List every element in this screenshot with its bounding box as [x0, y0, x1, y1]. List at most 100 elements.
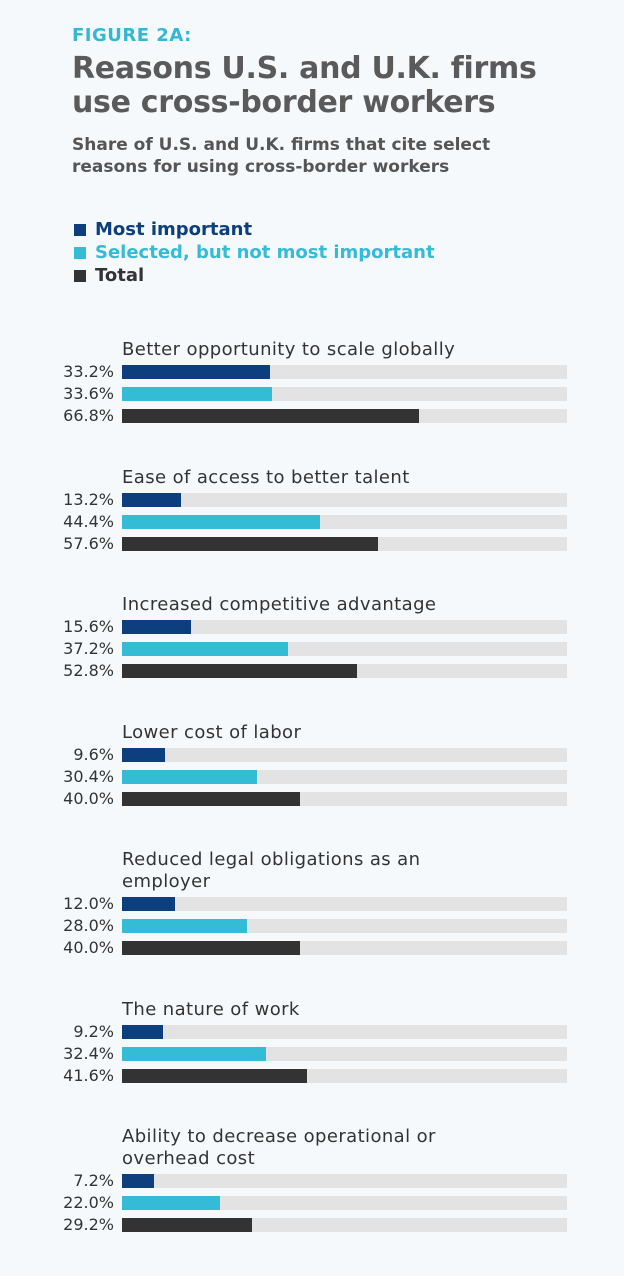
category-label: Increased competitive advantage: [122, 594, 437, 615]
bar: [122, 1068, 308, 1083]
category-label: Better opportunity to scale globally: [122, 339, 456, 360]
bar-track: [122, 1068, 567, 1083]
value-label: 15.6%: [63, 617, 114, 636]
bar-track: [122, 791, 567, 806]
bar: [122, 387, 272, 401]
bar-row: 33.6%: [0, 383, 624, 405]
value-label: 40.0%: [63, 938, 114, 957]
category-label: Ease of access to better talent: [122, 466, 410, 488]
legend: Most important Selected, but not most imp…: [74, 218, 435, 287]
bar-row: 22.0%: [0, 1192, 624, 1214]
chart-title: Reasons U.S. and U.K. firms use cross-bo…: [72, 51, 537, 120]
legend-swatch: [74, 269, 86, 282]
legend-label: Most important: [95, 219, 253, 240]
header: FIGURE 2A: Reasons U.S. and U.K. firms u…: [72, 24, 572, 178]
bar-row: 9.6%: [0, 744, 624, 766]
bar: [122, 664, 357, 678]
bar-row: 15.6%: [0, 616, 624, 638]
bar-row: 40.0%: [0, 937, 624, 959]
bar-row: 12.0%: [0, 893, 624, 915]
bar-track: [122, 620, 567, 634]
bar-track: [122, 769, 567, 784]
bar-row: 57.6%: [0, 533, 624, 555]
category-group: Reduced legal obligations as an employer…: [0, 849, 624, 959]
legend-entry: Most important: [74, 218, 435, 241]
bar: [122, 1218, 252, 1232]
category-group: The nature of work 9.2% 32.4% 41.6%: [0, 999, 624, 1087]
bar-row: 13.2%: [0, 489, 624, 511]
bar: [122, 642, 288, 656]
bar-row: 37.2%: [0, 638, 624, 660]
category-label: The nature of work: [122, 998, 300, 1020]
plot: Better opportunity to scale globally 33.2…: [0, 339, 624, 1276]
bar-row: 29.2%: [0, 1214, 624, 1236]
category-group: Increased competitive advantage 15.6% 37.2…: [0, 594, 624, 682]
value-label: 7.2%: [73, 1171, 114, 1190]
value-label: 13.2%: [63, 489, 114, 509]
bar-track: [122, 387, 567, 401]
bar-track: [122, 897, 567, 911]
bar-row: 44.4%: [0, 511, 624, 533]
bar-row: 32.4%: [0, 1043, 624, 1065]
category-group: Ease of access to better talent 13.2% 44.4…: [0, 467, 624, 555]
bar-track: [122, 941, 567, 955]
legend-label: Total: [95, 265, 145, 286]
bar-track: [122, 1024, 567, 1039]
value-label: 9.2%: [73, 1021, 114, 1041]
bar: [122, 409, 420, 423]
bar-row: 7.2%: [0, 1170, 624, 1192]
bar-row: 9.2%: [0, 1021, 624, 1043]
bar: [122, 919, 247, 933]
figure-label: FIGURE 2A:: [72, 25, 192, 46]
bar-track: [122, 1046, 567, 1061]
bar-track: [122, 536, 567, 551]
value-label: 37.2%: [63, 639, 114, 658]
category-label: Lower cost of labor: [122, 721, 302, 743]
value-label: 30.4%: [63, 766, 114, 786]
bar: [122, 791, 300, 806]
value-label: 12.0%: [63, 894, 114, 913]
bar: [122, 1046, 267, 1061]
bar: [122, 365, 270, 379]
bar-row: 40.0%: [0, 788, 624, 810]
bar: [122, 620, 192, 634]
bar: [122, 941, 300, 955]
bar-track: [122, 642, 567, 656]
bar-track: [122, 919, 567, 933]
bar: [122, 769, 258, 784]
value-label: 52.8%: [63, 661, 114, 680]
bar-row: 41.6%: [0, 1065, 624, 1087]
bar-track: [122, 365, 567, 379]
value-label: 57.6%: [63, 533, 114, 553]
bar-track: [122, 492, 567, 507]
category-group: Better opportunity to scale globally 33.2…: [0, 339, 624, 427]
value-label: 33.2%: [63, 362, 114, 381]
value-label: 9.6%: [73, 744, 114, 764]
value-label: 22.0%: [63, 1193, 114, 1212]
value-label: 41.6%: [63, 1065, 114, 1085]
bar: [122, 897, 176, 911]
category-label: Reduced legal obligations as an employer: [122, 849, 421, 892]
category-group: Lower cost of labor 9.6% 30.4% 40.0%: [0, 722, 624, 810]
bar-track: [122, 1218, 567, 1232]
bar: [122, 536, 379, 551]
bar-row: 28.0%: [0, 915, 624, 937]
legend-entry: Total: [74, 264, 435, 287]
bar-track: [122, 514, 567, 529]
bar-row: 33.2%: [0, 361, 624, 383]
bar-track: [122, 747, 567, 762]
bar-track: [122, 409, 567, 423]
bar-row: 66.8%: [0, 405, 624, 427]
value-label: 28.0%: [63, 916, 114, 935]
bar: [122, 514, 320, 529]
value-label: 32.4%: [63, 1043, 114, 1063]
legend-swatch: [74, 246, 86, 259]
legend-entry: Selected, but not most important: [74, 241, 435, 264]
value-label: 33.6%: [63, 384, 114, 403]
bar: [122, 1174, 155, 1188]
page: FIGURE 2A: Reasons U.S. and U.K. firms u…: [63, 24, 572, 1234]
bar-row: 30.4%: [0, 766, 624, 788]
bar-track: [122, 1196, 567, 1210]
bar: [122, 1196, 220, 1210]
bar-track: [122, 1174, 567, 1188]
